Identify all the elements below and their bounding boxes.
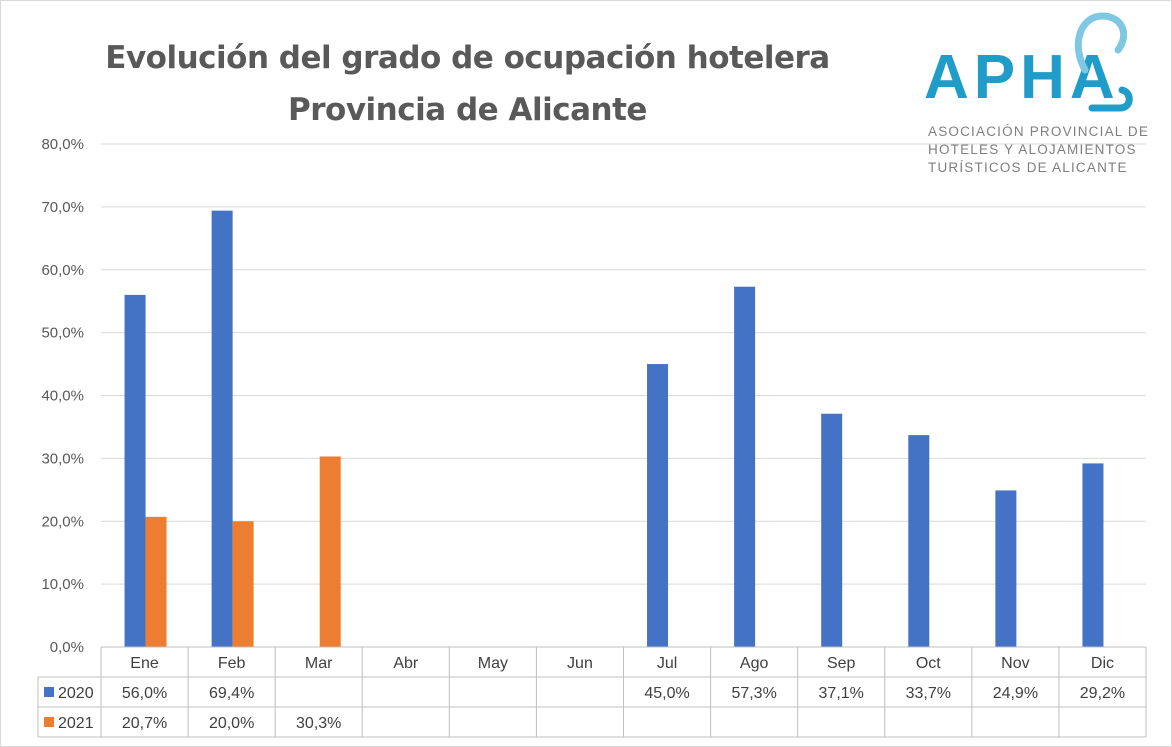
bar-2020-Feb <box>211 210 233 647</box>
data-label-2020-Ene: 56,0% <box>122 685 167 702</box>
bar-2020-Oct <box>908 435 930 647</box>
apha-logo: APHA <box>924 12 1133 112</box>
chart-title-line2: Provincia de Alicante <box>288 92 647 128</box>
x-tick-label: Nov <box>1001 655 1029 672</box>
y-tick-label: 60,0% <box>41 262 84 279</box>
logo-subtitle-line2: HOTELES Y ALOJAMIENTOS <box>928 142 1137 157</box>
y-tick-label: 40,0% <box>41 388 84 405</box>
x-tick-label: Mar <box>305 655 333 672</box>
logo-drop-icon <box>1088 86 1133 112</box>
x-tick-label: Oct <box>916 655 941 672</box>
legend-label-2020: 2020 <box>58 685 94 702</box>
y-tick-label: 0,0% <box>50 639 84 656</box>
data-label-2020-Feb: 69,4% <box>209 685 254 702</box>
data-label-2021-Ene: 20,7% <box>122 715 167 732</box>
bar-2020-Dic <box>1082 463 1104 647</box>
bar-2020-Nov <box>995 490 1017 647</box>
y-tick-label: 10,0% <box>41 576 84 593</box>
chart-title-line1: Evolución del grado de ocupación hoteler… <box>105 40 830 76</box>
data-label-2020-Oct: 33,7% <box>906 685 951 702</box>
bar-2020-Ago <box>734 286 756 647</box>
y-tick-label: 70,0% <box>41 199 84 216</box>
x-tick-label: May <box>478 655 508 672</box>
bar-2020-Jul <box>647 364 669 647</box>
logo-wordmark: APHA <box>924 43 1120 112</box>
x-tick-label: Jul <box>657 655 677 672</box>
y-tick-label: 30,0% <box>41 450 84 467</box>
x-tick-label: Feb <box>218 655 246 672</box>
legend-label-2021: 2021 <box>58 715 94 732</box>
logo-subtitle-line1: ASOCIACIÓN PROVINCIAL DE <box>928 124 1150 139</box>
data-label-2020-Dic: 29,2% <box>1080 685 1125 702</box>
x-tick-label: Sep <box>827 655 856 672</box>
data-label-2020-Nov: 24,9% <box>993 685 1038 702</box>
data-label-2020-Jul: 45,0% <box>644 685 689 702</box>
y-tick-label: 80,0% <box>41 136 84 153</box>
bar-2021-Mar <box>319 456 341 647</box>
legend-key-2021 <box>44 717 54 727</box>
bar-2021-Ene <box>145 516 167 647</box>
legend-key-2020 <box>44 687 54 697</box>
x-tick-label: Ene <box>130 655 159 672</box>
x-tick-label: Abr <box>393 655 419 672</box>
data-label-2020-Sep: 37,1% <box>819 685 864 702</box>
y-tick-label: 20,0% <box>41 513 84 530</box>
y-tick-label: 50,0% <box>41 325 84 342</box>
logo-swirl-icon <box>1074 12 1127 74</box>
bar-2021-Feb <box>232 521 254 647</box>
data-label-2021-Mar: 30,3% <box>296 715 341 732</box>
data-label-2021-Feb: 20,0% <box>209 715 254 732</box>
x-tick-label: Dic <box>1091 655 1114 672</box>
x-tick-label: Jun <box>567 655 593 672</box>
data-label-2020-Ago: 57,3% <box>731 685 776 702</box>
x-tick-label: Ago <box>740 655 769 672</box>
bar-2020-Ene <box>124 294 146 647</box>
bar-2020-Sep <box>821 413 843 647</box>
logo-subtitle-line3: TURÍSTICOS DE ALICANTE <box>928 160 1128 175</box>
